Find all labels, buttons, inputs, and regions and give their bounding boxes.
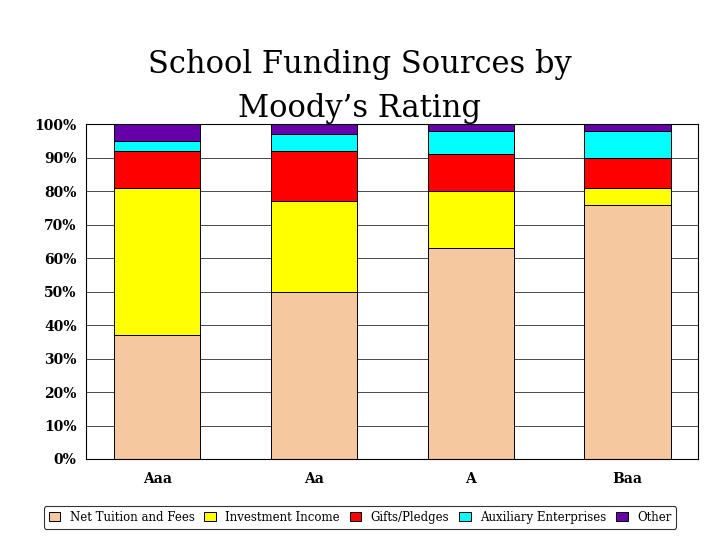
Bar: [271, 201, 357, 292]
Bar: [114, 124, 200, 141]
Text: School Funding Sources by: School Funding Sources by: [148, 49, 572, 80]
Bar: [428, 131, 514, 154]
Bar: [271, 292, 357, 459]
Text: Moody’s Rating: Moody’s Rating: [238, 92, 482, 124]
Legend: Net Tuition and Fees, Investment Income, Gifts/Pledges, Auxiliary Enterprises, O: Net Tuition and Fees, Investment Income,…: [44, 507, 676, 529]
Bar: [114, 141, 200, 151]
Bar: [585, 131, 670, 158]
Bar: [585, 124, 670, 131]
Bar: [271, 151, 357, 201]
Bar: [428, 124, 514, 131]
Bar: [271, 124, 357, 134]
Bar: [585, 205, 670, 459]
Bar: [114, 151, 200, 188]
Bar: [114, 335, 200, 459]
Bar: [114, 188, 200, 335]
Bar: [585, 188, 670, 205]
Bar: [271, 134, 357, 151]
Bar: [585, 158, 670, 188]
Bar: [428, 154, 514, 191]
Bar: [428, 191, 514, 248]
Bar: [428, 248, 514, 459]
